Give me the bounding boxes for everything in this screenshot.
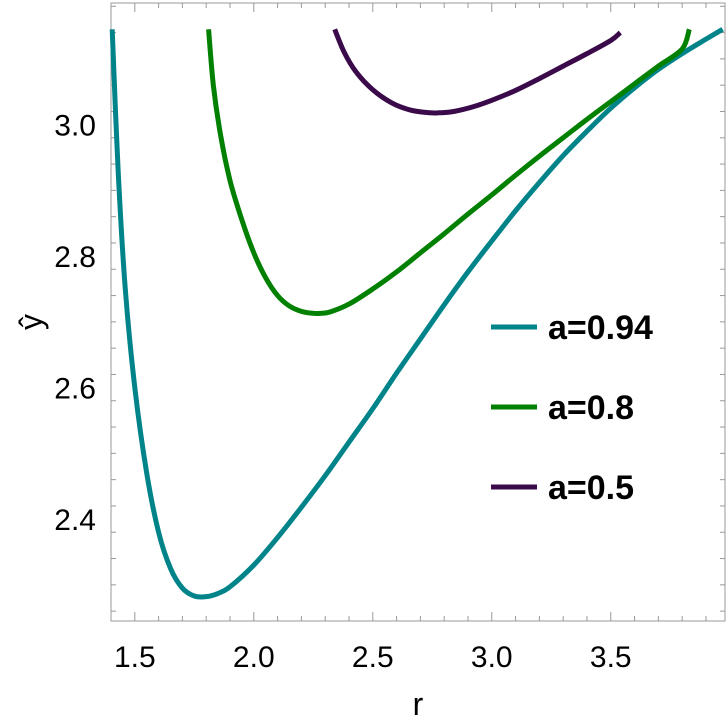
x-tick-label: 2.5 [352, 641, 394, 674]
legend-item-2: a=0.5 [491, 469, 634, 507]
x-tick-label: 2.0 [233, 641, 275, 674]
y-tick-label: 2.4 [54, 504, 96, 537]
y-tick-label: 2.6 [54, 373, 96, 406]
x-axis-label: r [413, 686, 424, 722]
series-lines [109, 27, 724, 600]
legend: a=0.94 a=0.8 a=0.5 [491, 309, 653, 507]
tick-labels: 1.5 2.0 2.5 3.0 3.5 2.4 2.6 2.8 3.0 [54, 110, 631, 674]
legend-item-1: a=0.8 [491, 389, 634, 427]
axis-ticks [110, 3, 725, 621]
plot-frame [110, 2, 726, 622]
x-tick-label: 3.0 [471, 641, 513, 674]
series-line-2 [332, 28, 622, 116]
legend-label-0: a=0.94 [548, 309, 653, 347]
x-tick-label: 1.5 [114, 641, 156, 674]
legend-label-2: a=0.5 [548, 469, 634, 507]
legend-label-1: a=0.8 [548, 389, 634, 427]
series-line-1 [206, 28, 692, 317]
y-tick-label: 2.8 [54, 241, 96, 274]
y-tick-label: 3.0 [54, 110, 96, 143]
x-tick-label: 3.5 [590, 641, 632, 674]
series-line-0 [109, 27, 724, 600]
y-axis-label: ŷ [13, 314, 49, 330]
legend-item-0: a=0.94 [491, 309, 653, 347]
